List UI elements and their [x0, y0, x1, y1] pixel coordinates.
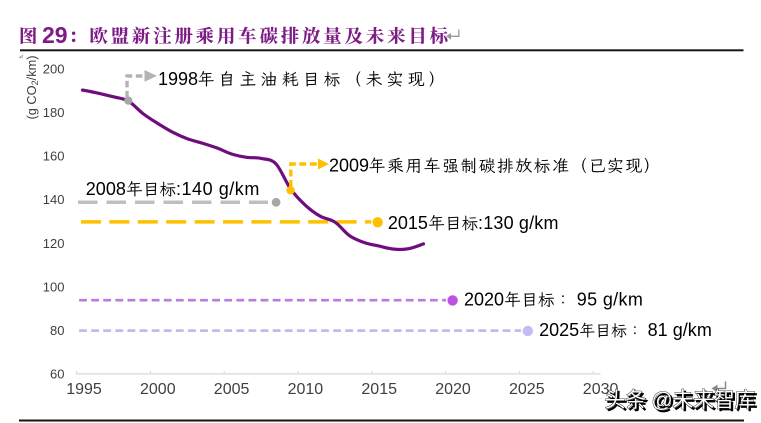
svg-text:2020年目标： 95 g/km: 2020年目标： 95 g/km [464, 290, 643, 310]
svg-text:180: 180 [43, 105, 65, 120]
svg-text:年乘用车强制碳排放标准（已实现）: 年乘用车强制碳排放标准（已实现） [369, 157, 661, 176]
svg-text:2015年目标:130 g/km: 2015年目标:130 g/km [388, 213, 559, 233]
svg-text:80: 80 [50, 323, 64, 338]
svg-text:2020: 2020 [435, 381, 471, 398]
svg-text:2000: 2000 [140, 381, 176, 398]
svg-text:2010: 2010 [288, 381, 324, 398]
svg-text:100: 100 [43, 280, 65, 295]
svg-text:200: 200 [43, 61, 65, 76]
svg-text:140: 140 [43, 192, 65, 207]
svg-text:2009: 2009 [329, 156, 369, 176]
svg-text:2025: 2025 [509, 381, 545, 398]
svg-text:(g CO2/km): (g CO2/km) [24, 55, 40, 119]
svg-text:2005: 2005 [214, 381, 250, 398]
svg-text:29: 29 [42, 22, 68, 48]
svg-text:60: 60 [50, 367, 64, 382]
svg-text:图: 图 [19, 26, 38, 47]
svg-text:：: ： [69, 26, 88, 47]
svg-text:头条 @未来智库: 头条 @未来智库 [605, 389, 756, 412]
svg-text:120: 120 [43, 236, 65, 251]
svg-text:2008年目标:140 g/km: 2008年目标:140 g/km [86, 179, 260, 199]
svg-text:1995: 1995 [66, 381, 102, 398]
svg-text:2030: 2030 [583, 381, 619, 398]
svg-text:1998: 1998 [158, 69, 198, 89]
svg-text:2025年目标： 81 g/km: 2025年目标： 81 g/km [539, 320, 712, 340]
svg-text:160: 160 [43, 149, 65, 164]
svg-text:2015: 2015 [361, 381, 397, 398]
svg-text:欧盟新注册乘用车碳排放量及未来目标: 欧盟新注册乘用车碳排放量及未来目标 [89, 26, 448, 47]
